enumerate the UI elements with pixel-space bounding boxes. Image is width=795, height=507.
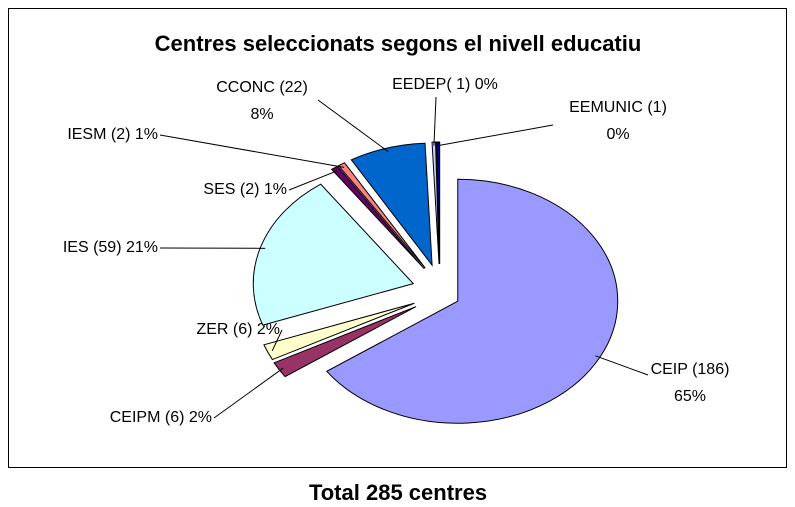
data-label: ZER (6) 2% [196,321,280,338]
data-label: 8% [250,106,273,123]
data-label: CEIP (186) [651,361,730,378]
data-label: EEDEP( 1) 0% [392,76,498,93]
data-label: IES (59) 21% [63,239,158,256]
data-label: 0% [606,126,629,143]
pie-slice [252,183,415,326]
data-label: SES (2) 1% [203,181,287,198]
pie-slice [435,141,441,265]
leader-line [159,134,345,168]
data-label: 65% [674,388,706,405]
data-label: CCONC (22) [216,79,308,96]
pie-slice [263,302,415,361]
leader-line [433,96,437,146]
data-label: EEMUNIC (1) [569,99,667,116]
leader-line [317,99,389,153]
chart-title: Centres seleccionats segons el nivell ed… [155,31,642,56]
pie-slice [337,162,426,269]
pie-slice [273,306,417,378]
leader-line [271,329,283,351]
data-label: CEIPM (6) 2% [110,409,212,426]
data-label: IESM (2) 1% [67,126,158,143]
leader-line [437,124,554,147]
footer: Total 285 centres [309,480,487,505]
leader-line [213,367,284,419]
leader-line [595,355,649,376]
pie-slice [350,142,433,267]
leader-line [288,170,338,191]
